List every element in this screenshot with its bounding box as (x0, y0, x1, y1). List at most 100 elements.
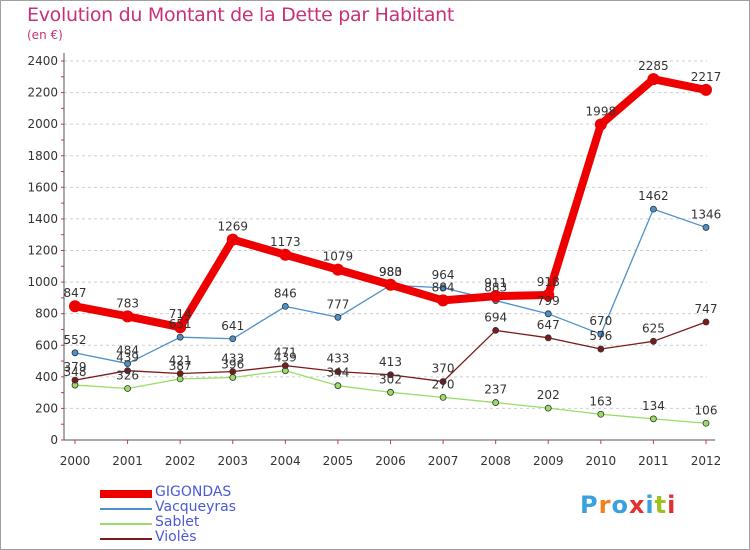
data-point (489, 290, 502, 303)
data-point (544, 334, 552, 342)
data-label: 106 (695, 403, 718, 417)
logo-letter: o (611, 491, 629, 519)
y-tick-label: 2400 (27, 54, 58, 68)
data-label: 918 (537, 275, 560, 289)
data-label: 964 (432, 268, 455, 282)
x-tick-label: 2001 (112, 454, 143, 468)
data-point (700, 83, 712, 96)
x-tick-label: 2005 (323, 454, 354, 468)
data-label: 2217 (691, 70, 722, 84)
legend-label: Sablet (155, 514, 200, 530)
y-tick-label: 2200 (27, 86, 58, 100)
data-point (334, 368, 342, 376)
x-tick-label: 2003 (217, 454, 248, 468)
data-label: 911 (484, 276, 507, 290)
data-label: 883 (484, 281, 507, 295)
logo-letter: P (580, 491, 599, 519)
data-point (597, 345, 605, 353)
data-label: 439 (274, 351, 297, 365)
data-label: 576 (589, 329, 612, 343)
data-point (597, 330, 605, 338)
data-point (176, 333, 184, 341)
data-point (702, 419, 710, 427)
x-tick-label: 2002 (165, 454, 196, 468)
data-label: 439 (116, 351, 139, 365)
data-point (331, 263, 344, 276)
x-tick-label: 2006 (375, 454, 406, 468)
chart-unit: (en €) (27, 28, 63, 42)
y-tick-label: 1200 (27, 244, 58, 258)
data-point (702, 318, 710, 326)
data-label: 413 (379, 355, 402, 369)
data-point (492, 399, 500, 406)
data-point (544, 310, 552, 318)
data-label: 641 (221, 319, 244, 333)
data-point (702, 224, 710, 231)
data-label: 163 (589, 394, 612, 408)
data-label: 433 (326, 352, 349, 366)
data-point (439, 378, 447, 385)
data-label: 379 (64, 360, 87, 374)
data-label: 270 (432, 377, 455, 391)
data-label: 1173 (270, 235, 301, 249)
data-point (439, 284, 447, 292)
data-label: 1998 (586, 104, 617, 118)
data-point (334, 382, 342, 390)
data-point (384, 278, 397, 291)
y-tick-label: 1400 (27, 212, 58, 226)
legend-swatch (100, 523, 152, 525)
data-label: 670 (589, 314, 612, 328)
data-label: 421 (169, 354, 192, 368)
data-label: 1462 (638, 189, 669, 203)
data-label: 1346 (691, 207, 722, 221)
data-point (647, 73, 660, 86)
data-point (597, 410, 605, 418)
legend-swatch (100, 508, 152, 510)
logo-letter: r (598, 491, 612, 519)
data-label: 983 (379, 265, 402, 279)
data-label: 348 (64, 365, 87, 379)
data-point (229, 368, 237, 376)
data-point (387, 371, 394, 379)
data-point (124, 360, 131, 367)
proxiti-logo: Proxiti (580, 491, 676, 519)
y-tick-label: 1000 (27, 275, 58, 289)
data-label: 714 (169, 307, 192, 321)
data-label: 396 (221, 357, 244, 371)
data-point (176, 370, 184, 377)
data-label: 847 (64, 286, 87, 300)
data-label: 484 (116, 344, 139, 358)
data-point (124, 367, 131, 375)
legend-label: Violès (155, 529, 197, 545)
data-point (121, 310, 134, 323)
data-label: 747 (695, 302, 718, 316)
data-label: 625 (642, 321, 665, 335)
y-tick-label: 800 (35, 307, 58, 321)
y-tick-label: 0 (50, 433, 58, 447)
logo-letter: t (654, 491, 668, 519)
data-point (542, 289, 555, 302)
data-label: 651 (169, 317, 192, 331)
data-point (229, 335, 237, 343)
data-label: 783 (116, 296, 139, 310)
data-point (492, 327, 500, 334)
data-point (650, 337, 657, 345)
data-point (650, 205, 657, 213)
data-point (437, 294, 450, 307)
y-tick-label: 600 (35, 338, 58, 352)
y-tick-label: 1600 (27, 180, 58, 194)
data-label: 370 (432, 362, 455, 376)
x-tick-label: 2008 (480, 454, 511, 468)
data-label: 202 (537, 388, 560, 402)
data-point (174, 321, 187, 334)
data-point (387, 388, 394, 396)
data-label: 134 (642, 399, 665, 413)
x-tick-label: 2010 (586, 454, 617, 468)
logo-letter: i (645, 491, 655, 519)
y-tick-label: 200 (35, 401, 58, 415)
data-label: 237 (484, 383, 507, 397)
data-label: 799 (537, 294, 560, 308)
data-label: 1079 (323, 250, 354, 264)
data-label: 694 (484, 310, 507, 324)
